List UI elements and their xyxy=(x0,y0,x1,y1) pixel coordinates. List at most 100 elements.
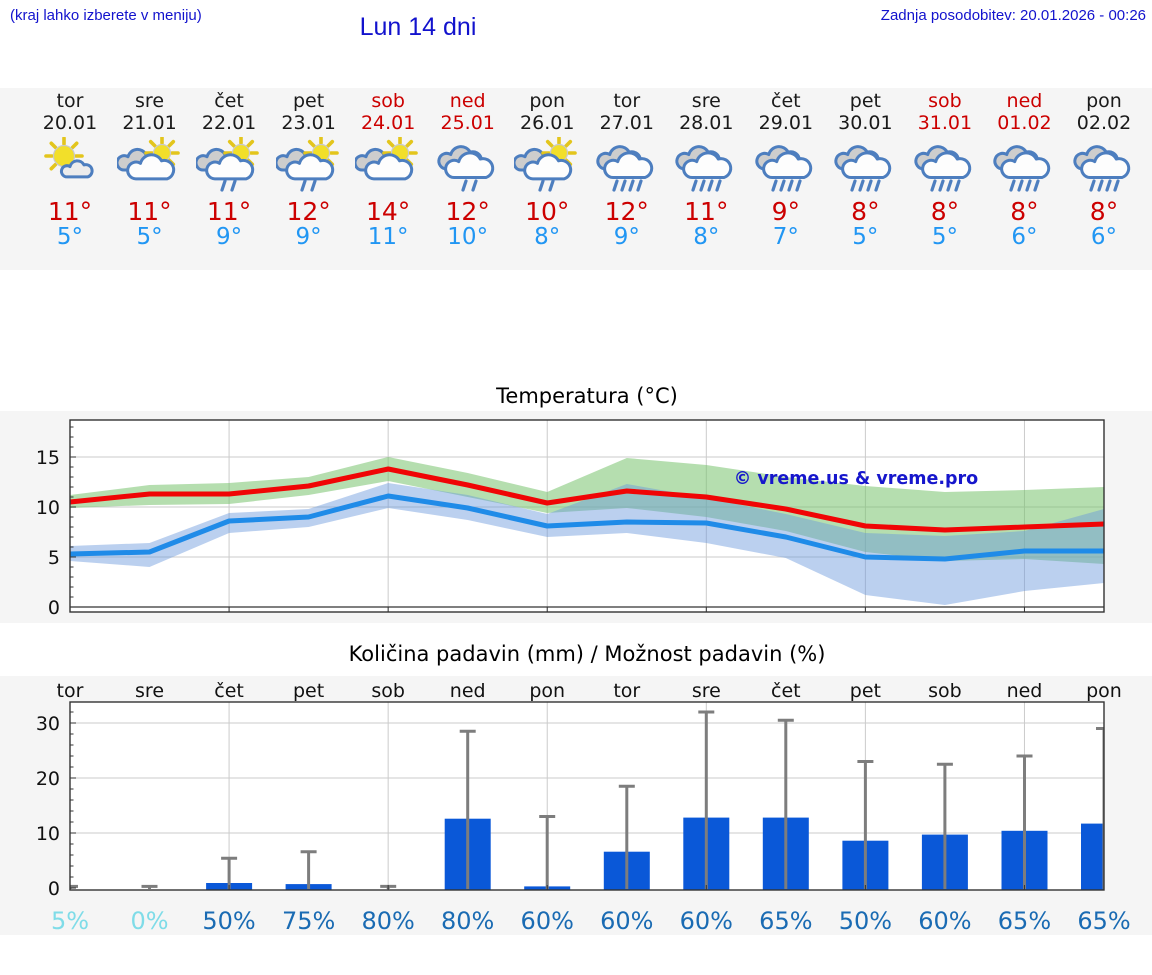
forecast-date: 31.01 xyxy=(917,112,973,134)
forecast-min-temp: 8° xyxy=(534,224,561,250)
forecast-day-column: tor 20.01 11° 5° xyxy=(30,90,110,250)
forecast-max-temp: 9° xyxy=(771,197,801,226)
forecast-date: 29.01 xyxy=(758,112,814,134)
clouds-rain4-icon xyxy=(587,137,667,195)
forecast-date: 21.01 xyxy=(122,112,177,134)
forecast-min-temp: 5° xyxy=(136,224,163,250)
forecast-max-temp: 12° xyxy=(604,197,649,226)
rain-streaks xyxy=(612,179,643,192)
forecast-min-temp: 9° xyxy=(215,224,243,250)
forecast-max-temp: 11° xyxy=(206,197,252,226)
forecast-date: 27.01 xyxy=(599,112,654,134)
forecast-day-column: ned 25.01 12° 10° xyxy=(428,90,508,250)
forecast-day-name: čet xyxy=(214,90,244,112)
forecast-day-name: tor xyxy=(56,90,84,112)
forecast-day-column: čet 22.01 11° 9° xyxy=(189,90,269,250)
clouds-rain4-icon xyxy=(746,137,826,195)
forecast-max-temp: 10° xyxy=(525,197,570,226)
forecast-date: 23.01 xyxy=(281,112,336,134)
temperature-chart-panel xyxy=(0,411,1152,623)
page-title: Lun 14 dni xyxy=(359,13,477,41)
rain-streaks xyxy=(930,179,961,192)
cloud-sun-rain2-icon xyxy=(189,135,269,195)
forecast-date: 02.02 xyxy=(1076,112,1132,134)
precipitation-chart-panel xyxy=(0,676,1152,935)
forecast-max-temp: 12° xyxy=(286,197,331,226)
forecast-day-column: sre 28.01 11° 8° xyxy=(666,90,746,250)
rain-streaks xyxy=(300,179,317,192)
forecast-date: 24.01 xyxy=(360,112,416,134)
forecast-strip: tor 20.01 11° 5° sre 21.01 11° 5° čet 22.01 11° 9° p… xyxy=(0,88,1152,270)
forecast-day-column: ned 01.02 8° 6° xyxy=(984,90,1064,250)
clouds-rain4-icon xyxy=(666,137,746,195)
forecast-min-temp: 5° xyxy=(56,224,84,250)
forecast-day-name: sre xyxy=(691,90,721,112)
forecast-date: 26.01 xyxy=(520,112,575,134)
forecast-day-column: sre 21.01 11° 5° xyxy=(110,90,190,250)
forecast-day-name: ned xyxy=(1006,90,1043,112)
forecast-max-temp: 11° xyxy=(47,197,93,226)
forecast-day-column: sob 24.01 14° 11° xyxy=(348,90,428,250)
forecast-min-temp: 6° xyxy=(1090,224,1118,250)
forecast-day-column: pon 02.02 8° 6° xyxy=(1064,90,1144,250)
forecast-min-temp: 10° xyxy=(447,224,489,250)
cloud-sun-rain2-icon xyxy=(269,135,349,195)
forecast-min-temp: 8° xyxy=(693,224,720,250)
temperature-chart-title: Temperatura (°C) xyxy=(496,384,678,408)
forecast-date: 30.01 xyxy=(838,112,893,134)
cloud-sun-icon xyxy=(110,135,190,195)
forecast-max-temp: 11° xyxy=(684,197,729,226)
forecast-date: 28.01 xyxy=(679,112,734,134)
rain-streaks xyxy=(1009,179,1041,192)
forecast-day-column: pet 30.01 8° 5° xyxy=(825,90,905,250)
location-menu-hint: (kraj lahko izberete v meniju) xyxy=(10,7,202,24)
rain-streaks xyxy=(1089,179,1120,192)
cloud-sun-icon xyxy=(348,135,428,195)
forecast-day-name: sre xyxy=(135,90,165,112)
forecast-day-column: pet 23.01 12° 9° xyxy=(269,90,349,250)
forecast-day-name: sob xyxy=(928,90,962,112)
forecast-day-name: ned xyxy=(449,90,486,112)
forecast-day-name: sob xyxy=(371,90,405,112)
clouds-rain4-icon xyxy=(825,137,905,195)
forecast-min-temp: 6° xyxy=(1011,224,1038,250)
forecast-max-temp: 14° xyxy=(365,197,411,226)
forecast-max-temp: 11° xyxy=(127,197,172,226)
forecast-max-temp: 8° xyxy=(930,197,960,226)
forecast-day-column: pon 26.01 10° 8° xyxy=(507,90,587,250)
forecast-min-temp: 9° xyxy=(613,224,640,250)
forecast-max-temp: 12° xyxy=(445,197,490,226)
forecast-max-temp: 8° xyxy=(851,197,880,226)
clouds-rain4-icon xyxy=(984,137,1064,195)
rain-streaks xyxy=(691,179,722,192)
forecast-date: 20.01 xyxy=(42,112,98,134)
forecast-day-name: tor xyxy=(613,90,641,112)
forecast-max-temp: 8° xyxy=(1010,197,1039,226)
forecast-day-name: čet xyxy=(771,90,801,112)
forecast-min-temp: 5° xyxy=(852,224,879,250)
forecast-max-temp: 8° xyxy=(1089,197,1119,226)
forecast-min-temp: 9° xyxy=(295,224,322,250)
forecast-day-name: pet xyxy=(293,90,325,112)
last-update-label: Zadnja posodobitev: 20.01.2026 - 00:26 xyxy=(880,7,1146,24)
rain-streaks xyxy=(850,179,881,192)
forecast-min-temp: 11° xyxy=(367,224,409,250)
forecast-date: 01.02 xyxy=(997,112,1052,134)
forecast-day-name: pon xyxy=(529,90,566,112)
forecast-day-name: pet xyxy=(849,90,881,112)
rain-streaks xyxy=(538,179,555,192)
forecast-day-column: sob 31.01 8° 5° xyxy=(905,90,985,250)
forecast-day-column: tor 27.01 12° 9° xyxy=(587,90,667,250)
forecast-min-temp: 5° xyxy=(931,224,958,250)
precipitation-chart-title: Količina padavin (mm) / Možnost padavin … xyxy=(348,642,826,666)
forecast-day-column: čet 29.01 9° 7° xyxy=(746,90,826,250)
clouds-rain4-icon xyxy=(905,137,985,195)
cloud-sun-rain2-icon xyxy=(507,135,587,195)
rain-streaks xyxy=(461,179,478,192)
forecast-date: 25.01 xyxy=(440,112,495,134)
rain-streaks xyxy=(220,179,237,192)
sun-cloud-icon xyxy=(30,136,110,195)
forecast-day-name: pon xyxy=(1086,90,1122,112)
rain-streaks xyxy=(771,179,802,192)
